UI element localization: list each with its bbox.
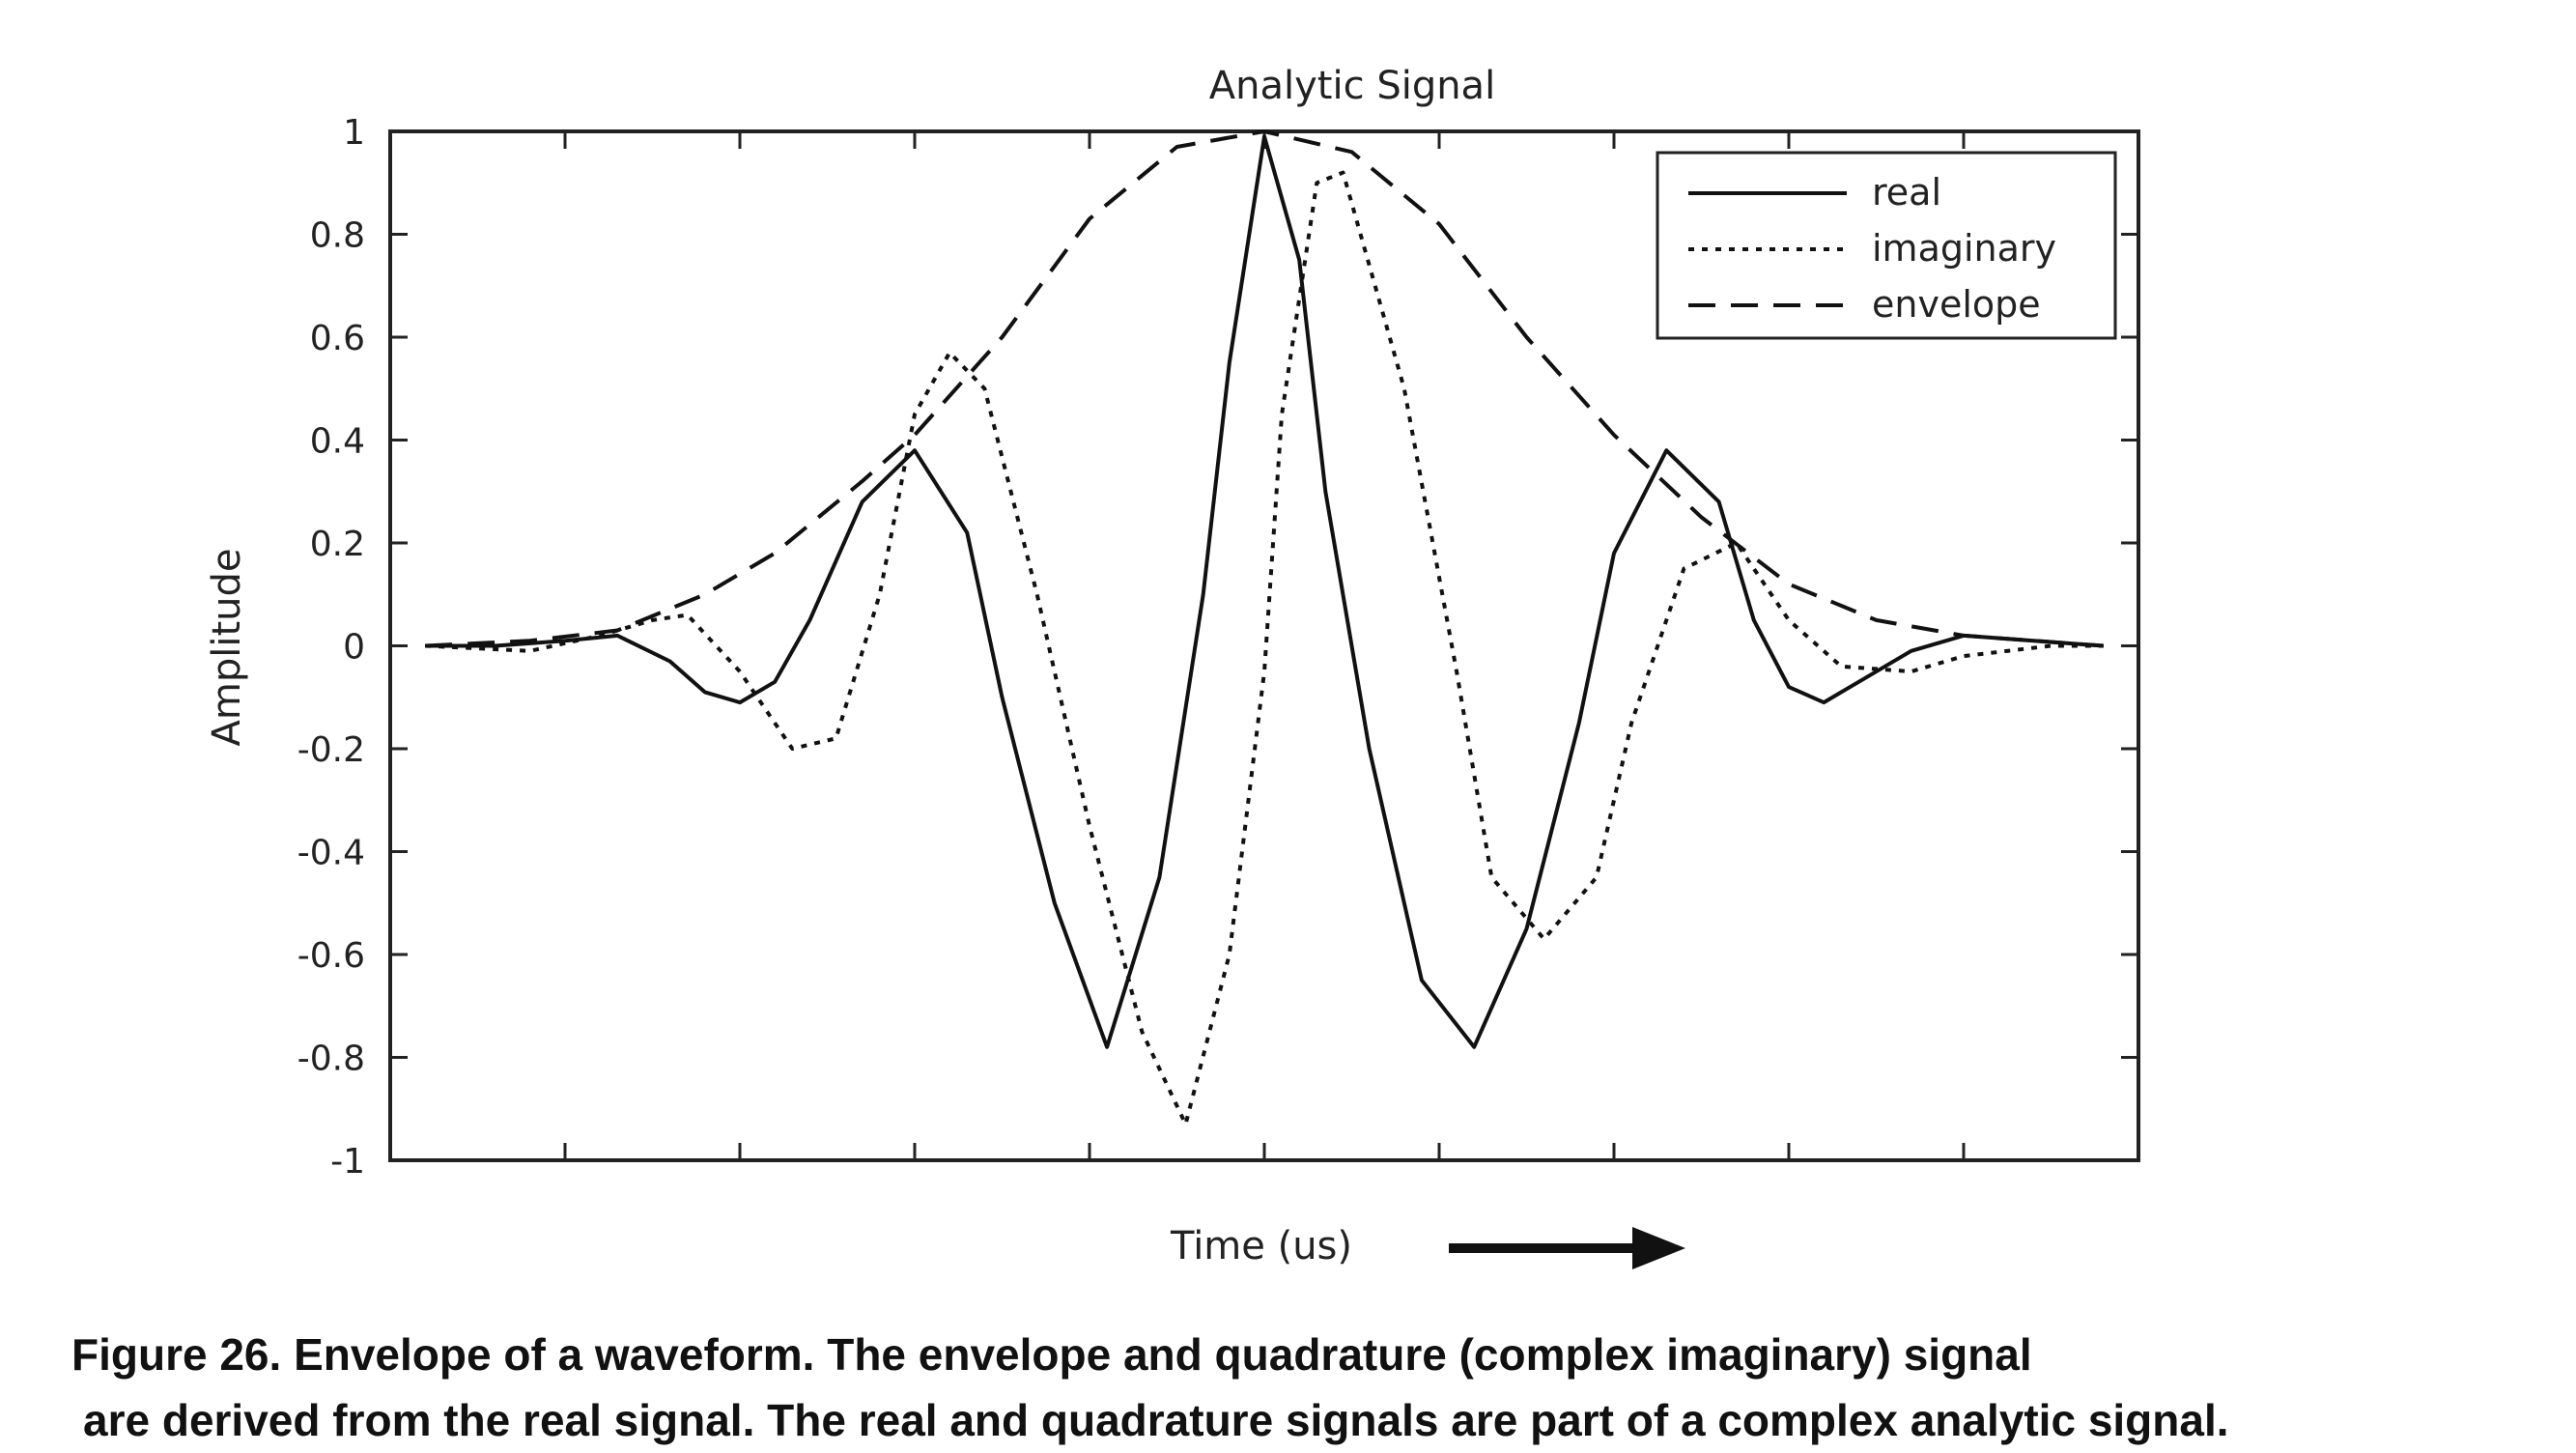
y-tick-label: 0 (343, 628, 365, 668)
y-tick-label: 0.4 (310, 422, 365, 462)
x-axis-ticks (563, 131, 1966, 1160)
x-axis-arrow-icon (1449, 1227, 1685, 1269)
y-axis-label: Amplitude (205, 549, 249, 747)
y-tick-label: -0.2 (297, 730, 365, 770)
legend-label-imaginary: imaginary (1872, 227, 2056, 270)
legend: real imaginary envelope (1656, 151, 2117, 340)
y-tick-label: 0.2 (310, 525, 365, 564)
series-line-imaginary (425, 170, 2104, 1126)
legend-label-real: real (1872, 171, 1941, 214)
caption-line-1: Figure 26. Envelope of a waveform. The e… (71, 1329, 2032, 1380)
y-axis-ticks: 1 0.8 0.6 0.4 0.2 0 -0.2 -0.4 -0.6 -0.8 -1 (297, 113, 2138, 1182)
series-line-envelope (425, 129, 2104, 648)
series-layer (425, 129, 2104, 1126)
y-tick-label: -0.8 (297, 1040, 365, 1079)
y-tick-label: -0.6 (297, 936, 365, 976)
y-tick-label: -0.4 (297, 834, 365, 873)
legend-label-envelope: envelope (1872, 283, 2041, 326)
figure-caption: Figure 26. Envelope of a waveform. The e… (71, 1322, 2544, 1453)
y-tick-label: 0.6 (310, 319, 365, 358)
chart-title: Analytic Signal (1209, 64, 1495, 108)
y-tick-label: 0.8 (310, 216, 365, 256)
y-tick-label: 1 (343, 113, 365, 153)
y-tick-label: -1 (330, 1142, 365, 1182)
x-axis-label: Time (us) (1170, 1224, 1352, 1268)
series-line-real (425, 134, 2104, 1049)
caption-line-2: are derived from the real signal. The re… (83, 1395, 2229, 1445)
